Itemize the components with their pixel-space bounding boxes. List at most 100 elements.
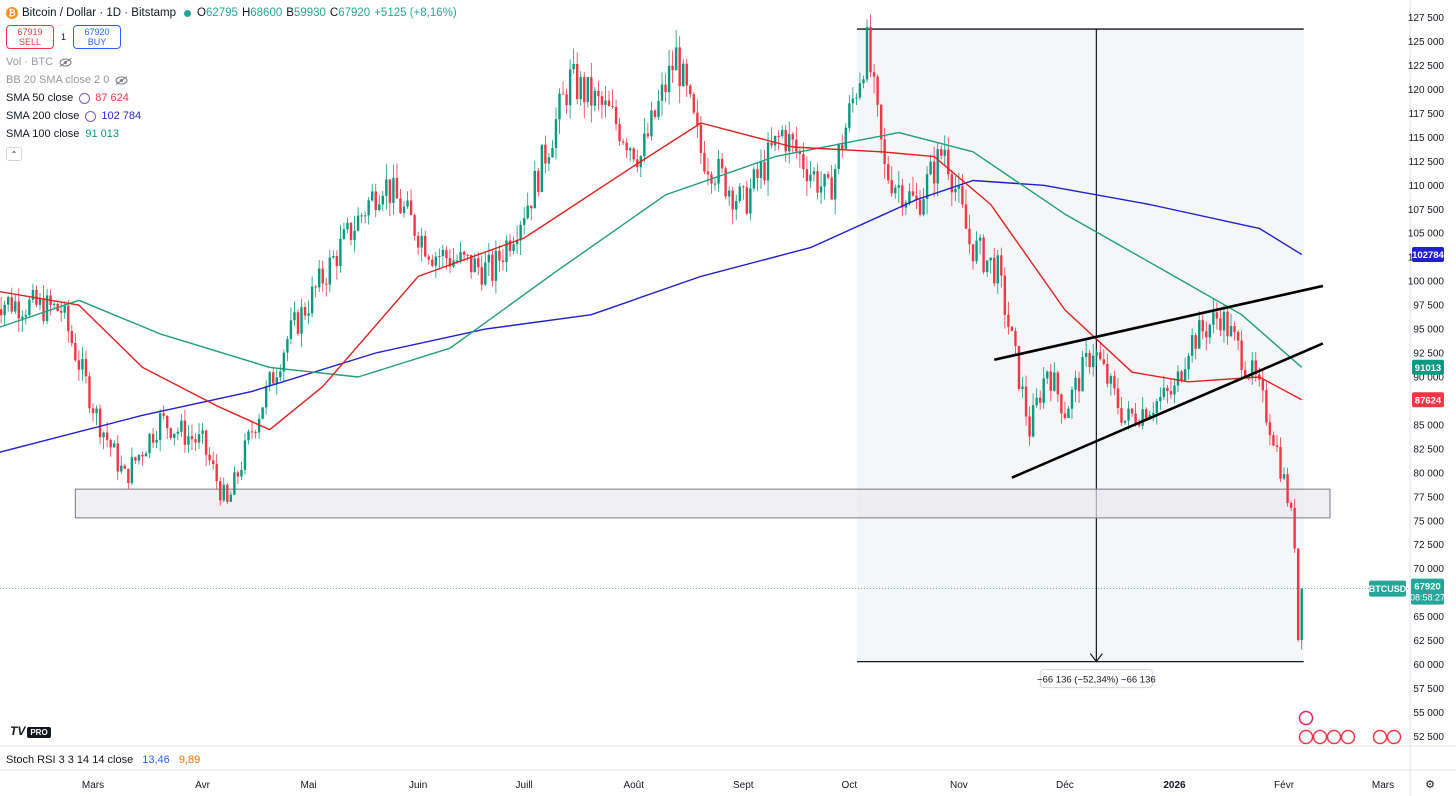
candle-body <box>699 124 703 153</box>
candle-body <box>809 174 812 182</box>
candle-body <box>1095 352 1098 356</box>
indicator-sma200[interactable]: SMA 200 close 102 784 <box>6 110 142 122</box>
candle-body <box>819 186 823 193</box>
candle-body <box>303 307 307 316</box>
candle-body <box>346 222 349 230</box>
candle-body <box>1116 388 1120 409</box>
symbol-title-row[interactable]: ₿ Bitcoin / Dollar · 1D · Bitstamp O6279… <box>6 4 461 22</box>
candle-body <box>300 307 303 334</box>
candle-body <box>526 205 529 219</box>
indicator-bollinger[interactable]: BB 20 SMA close 2 0 <box>6 71 461 89</box>
candle-body <box>81 358 84 370</box>
settings-cycle-icon[interactable] <box>79 92 91 104</box>
candle-body <box>530 205 533 209</box>
price-label-box <box>1412 392 1444 408</box>
candle-body <box>137 454 141 461</box>
economic-event-icon <box>1340 729 1356 745</box>
stoch-rsi-legend[interactable]: Stoch RSI 3 3 14 14 close 13,46 9,89 <box>6 754 200 766</box>
candle-body <box>314 286 317 288</box>
eye-hidden-icon[interactable] <box>115 75 128 85</box>
price-tick-label: 52 500 <box>1413 732 1444 743</box>
candle-body <box>272 372 275 384</box>
price-tick-label: 70 000 <box>1413 564 1444 575</box>
candle-body <box>1091 355 1095 368</box>
price-tick-label: 107 500 <box>1408 205 1445 216</box>
candle-body <box>876 76 879 105</box>
candle-body <box>289 320 293 339</box>
candle-body <box>1031 405 1035 437</box>
candle-body <box>459 251 462 261</box>
candle-body <box>674 47 678 71</box>
buy-button[interactable]: 67920 BUY <box>73 25 122 49</box>
time-tick-label: Mars <box>1372 780 1394 791</box>
candle-body <box>74 343 77 361</box>
candle-body <box>756 169 759 178</box>
spread-value: 1 <box>61 32 67 42</box>
candle-body <box>130 457 134 484</box>
sma200-value: 102 784 <box>101 110 142 122</box>
collapse-legend-icon[interactable]: ⌃ <box>6 147 22 161</box>
candle-body <box>1198 320 1201 349</box>
candle-body <box>416 235 420 248</box>
candle-body <box>660 84 664 101</box>
candle-body <box>116 443 119 472</box>
candle-body <box>332 255 335 258</box>
candle-body <box>307 313 310 316</box>
candle-body <box>1123 420 1127 423</box>
candle-body <box>1251 360 1254 377</box>
candle-body <box>954 188 957 193</box>
candle-body <box>1275 445 1279 448</box>
candle-body <box>409 200 413 216</box>
candle-body <box>349 222 353 240</box>
candle-body <box>261 407 264 419</box>
candle-body <box>144 453 148 457</box>
indicator-sma100[interactable]: SMA 100 close 91 013 <box>6 128 120 140</box>
candle-body <box>14 301 17 312</box>
eye-hidden-icon[interactable] <box>59 57 72 67</box>
candle-body <box>735 200 738 210</box>
candle-body <box>696 112 699 125</box>
candle-body <box>1141 409 1144 426</box>
price-tick-label: 117 500 <box>1409 109 1445 120</box>
sma50-line <box>0 122 1303 431</box>
price-tick-label: 120 000 <box>1408 85 1445 96</box>
price-tick-label: 85 000 <box>1413 420 1444 431</box>
candle-body <box>1272 435 1275 446</box>
candle-body <box>1201 320 1204 332</box>
candle-body <box>968 228 971 245</box>
candle-body <box>643 133 646 157</box>
candle-body <box>1145 409 1148 420</box>
time-tick-label: Sept <box>733 780 754 791</box>
candle-body <box>42 297 45 322</box>
price-tick-label: 127 500 <box>1408 13 1445 24</box>
candle-body <box>473 258 476 273</box>
indicator-volume[interactable]: Vol · BTC <box>6 53 461 71</box>
candle-body <box>395 177 399 199</box>
indicator-sma50[interactable]: SMA 50 close 87 624 <box>6 92 129 104</box>
candle-body <box>551 147 554 158</box>
candle-body <box>763 161 766 181</box>
candle-body <box>1236 332 1240 341</box>
bitcoin-logo-icon: ₿ <box>6 7 18 19</box>
candle-body <box>17 301 20 319</box>
candle-body <box>424 235 427 257</box>
candle-body <box>353 230 356 240</box>
candle-body <box>1042 378 1045 403</box>
candle-body <box>770 142 773 146</box>
candle-body <box>611 106 614 108</box>
candle-body <box>918 199 922 215</box>
wedge-lower-trendline <box>1011 342 1324 479</box>
candle-body <box>703 152 706 172</box>
candle-body <box>922 198 925 215</box>
sell-button[interactable]: 67919 SELL <box>6 25 54 49</box>
settings-cycle-icon[interactable] <box>85 110 97 122</box>
candle-body <box>378 204 381 211</box>
candle-body <box>982 237 985 272</box>
candle-body <box>98 408 102 438</box>
candle-body <box>879 104 883 140</box>
candle-body <box>798 151 802 155</box>
candle-body <box>901 185 904 208</box>
candle-body <box>855 97 858 99</box>
candle-body <box>1102 359 1105 364</box>
